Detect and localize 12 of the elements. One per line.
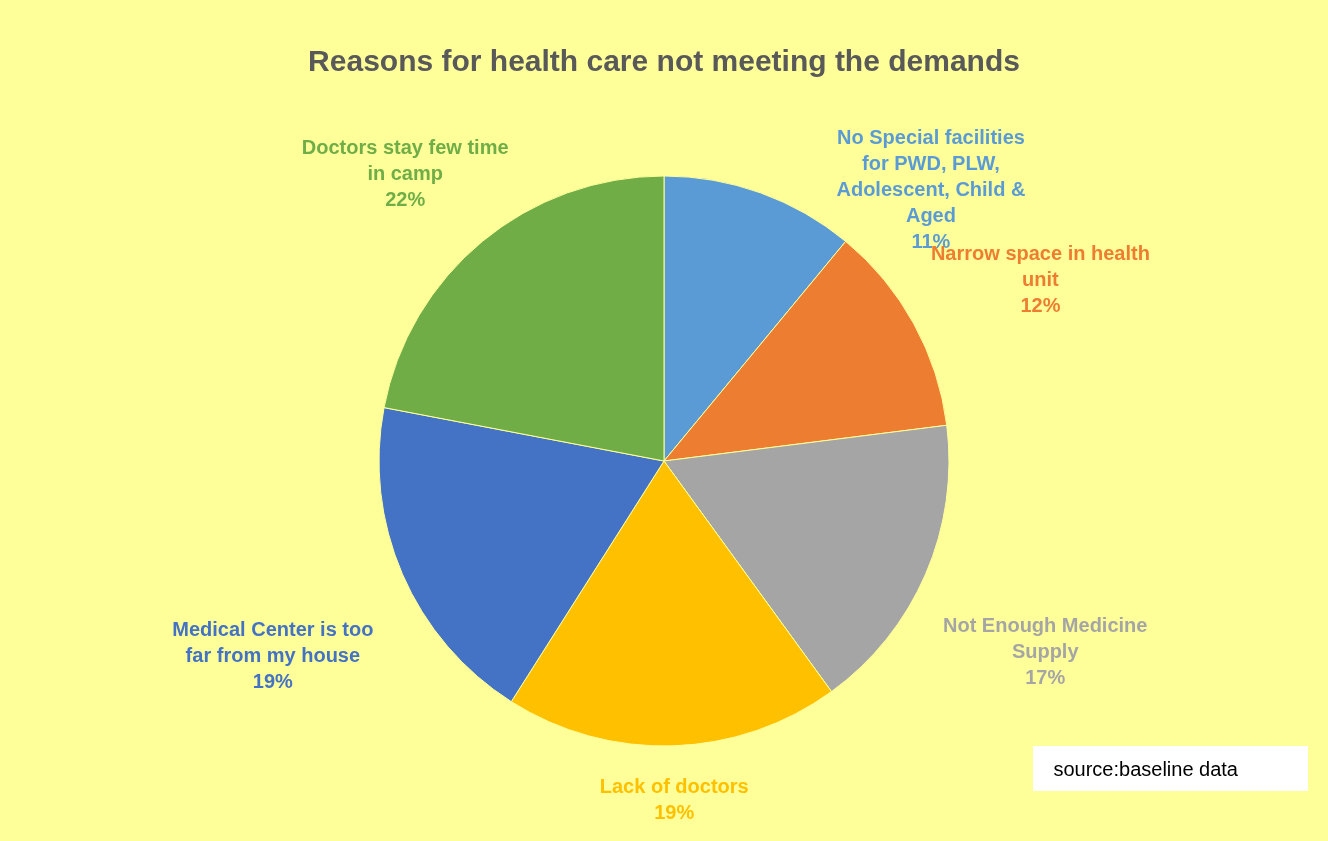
data-label: 22% — [385, 188, 426, 211]
slice-label: Not Enough Medicine Supply — [942, 613, 1148, 662]
chart-title: Reasons for health care not meeting the demands — [308, 44, 1020, 77]
data-label: 12% — [1020, 294, 1061, 317]
slice-label: No Special facilities for PWD, PLW, Adolescent, Child & Aged — [836, 126, 1026, 226]
source-note: source:baseline data — [1033, 746, 1308, 791]
slice-label: Doctors stay few time in camp — [301, 136, 509, 185]
slice-label: Lack of doctors — [599, 774, 749, 797]
slice-label: Medical Center is too far from my house — [172, 618, 374, 667]
data-label: 17% — [1025, 665, 1066, 688]
data-label: 19% — [654, 800, 695, 823]
data-label: 19% — [252, 670, 294, 693]
